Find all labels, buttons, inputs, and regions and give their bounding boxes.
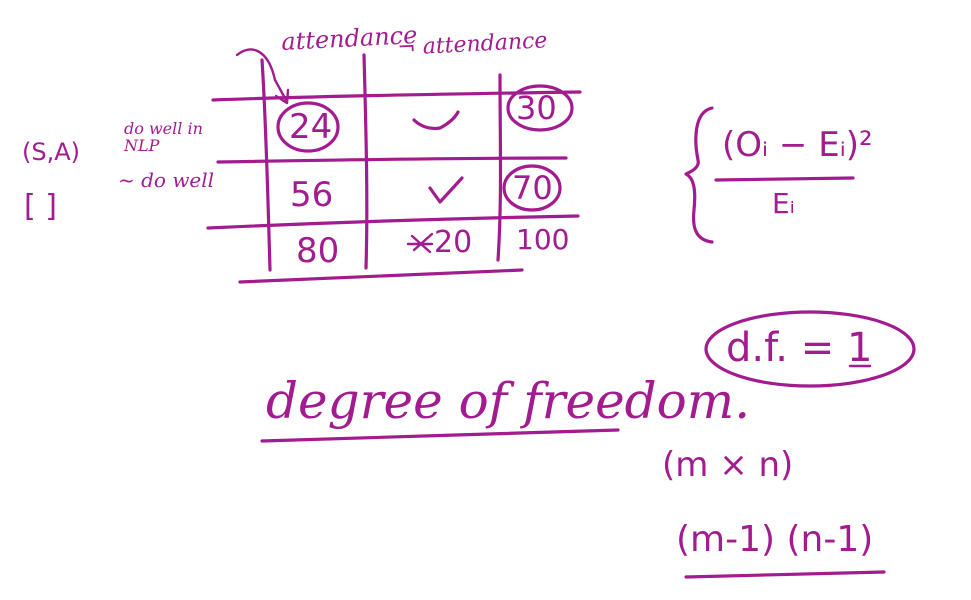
cell-r1c2: ✓ [436, 108, 437, 109]
grid-vline-2 [362, 53, 369, 270]
formula-numerator: (Oᵢ − Eᵢ)² [722, 125, 873, 165]
df-ellipse [704, 310, 916, 388]
row2-tag: [ ] [24, 189, 57, 224]
heading-degree-of-freedom: degree of freedom. [266, 372, 751, 430]
grid-hline-2 [216, 156, 568, 164]
arrow-to-cell [235, 48, 288, 102]
matrix-size: (m × n) [662, 445, 794, 485]
formula-denominator: Eᵢ [772, 187, 795, 220]
arrow-head [274, 88, 290, 105]
cell-r1c1: 24 [289, 107, 333, 147]
cell-col1-total: 80 [296, 231, 340, 271]
check-r2 [428, 176, 464, 204]
cell-r1-total: 30 [516, 89, 557, 127]
cell-col2-total: 20 [434, 225, 473, 260]
scribble [406, 232, 434, 254]
circle-70 [502, 164, 562, 212]
cell-r2c1: 56 [290, 175, 334, 215]
row2-label: ~ do well [118, 168, 215, 192]
df-label: d.f. = 1 [726, 325, 873, 371]
circle-24 [276, 101, 340, 153]
heading-underline [260, 428, 620, 443]
cell-r2c2: ✓ [440, 180, 441, 181]
grid-hline-4 [238, 268, 524, 284]
grid-vline-1 [260, 58, 272, 272]
grid-hline-3 [206, 214, 580, 230]
sum-brace [684, 106, 714, 244]
row1-label: do well in NLP [124, 119, 203, 155]
formula-sum-symbol: { [690, 130, 691, 131]
row1-tag: (S,A) [22, 138, 81, 166]
fraction-bar [714, 176, 855, 182]
cell-grand-total: 100 [516, 223, 570, 256]
check-r1 [412, 110, 460, 131]
grid-vline-3 [496, 73, 503, 262]
cell-r2-total: 70 [512, 169, 553, 207]
grid-hline-1 [211, 90, 582, 102]
circle-30 [506, 84, 574, 132]
df-formula-underline [684, 570, 886, 579]
df-formula: (m-1) (n-1) [676, 519, 874, 560]
